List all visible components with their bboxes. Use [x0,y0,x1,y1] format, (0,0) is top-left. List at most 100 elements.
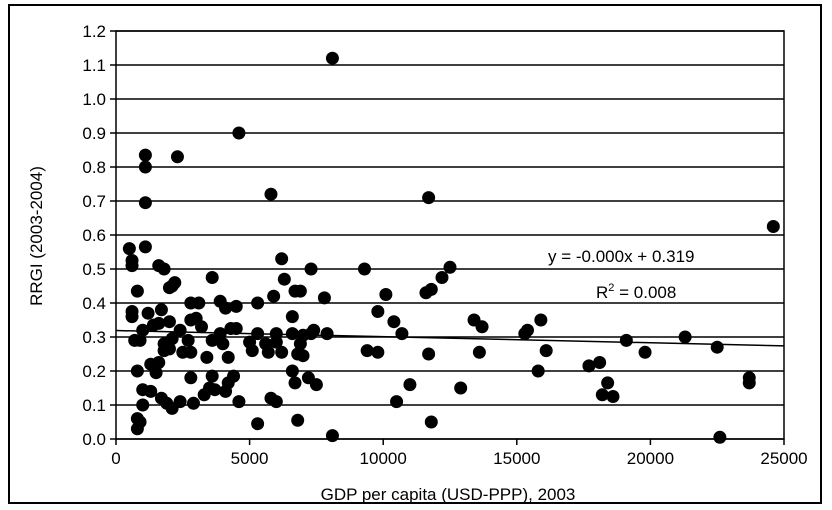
x-axis-title: GDP per capita (USD-PPP), 2003 [321,485,576,504]
trend-equation: y = -0.000x + 0.319 [548,247,695,266]
x-tick-label-3: 15000 [493,449,540,468]
data-point [288,376,302,390]
data-point [219,301,233,315]
data-point [371,345,385,359]
data-point [157,262,171,276]
data-point [307,323,321,337]
data-point [309,378,323,392]
data-point [186,396,200,410]
data-point [371,305,385,318]
y-axis-ticks: 0.0 0.1 0.2 0.3 0.4 0.5 0.6 0.7 0.8 0.9 1.0 1.1 1.2 [82,22,116,449]
data-point [619,333,633,347]
y-tick-label-6: 0.6 [82,226,106,245]
data-point [534,313,548,327]
data-point [251,296,265,310]
data-point [443,260,457,274]
data-point [205,271,219,284]
data-point [232,126,246,140]
r-squared-value: = 0.008 [614,283,676,302]
data-point [227,369,241,383]
data-point [424,282,438,296]
data-point [144,384,158,398]
data-point [360,344,374,358]
data-point [291,413,305,427]
data-point [138,240,152,254]
data-point [136,398,150,412]
y-tick-label-3: 0.3 [82,328,106,347]
data-point [293,284,307,298]
data-point [520,323,534,337]
data-point [277,272,291,286]
data-point [162,342,176,356]
x-tick-label-1: 5000 [231,449,269,468]
data-point [390,395,404,409]
y-tick-label-5: 0.5 [82,260,106,279]
x-axis-ticks: 0 5000 10000 15000 20000 25000 [111,439,808,468]
data-point [766,220,780,233]
data-point [205,369,219,383]
data-point [320,327,334,341]
y-tick-label-1: 0.1 [82,396,106,415]
y-tick-label-9: 0.9 [82,124,106,143]
data-point [710,340,724,354]
y-axis-title: RRGI (2003-2004) [27,166,46,306]
data-point [251,417,265,431]
data-point [387,315,401,329]
data-point [317,291,331,305]
data-point [296,349,310,363]
data-point [141,306,155,320]
data-point [285,310,299,324]
y-tick-label-11: 1.1 [82,56,106,75]
data-point [221,350,235,364]
data-point [285,327,299,341]
data-point [593,356,607,369]
r-squared-r: R [596,283,608,302]
data-point [162,315,176,329]
data-point [170,150,184,164]
y-tick-label-8: 0.8 [82,158,106,177]
data-point [325,429,339,443]
data-point [154,303,168,317]
x-tick-label-5: 25000 [760,449,807,468]
data-point [138,148,152,162]
data-point [285,364,299,378]
data-point [192,296,206,310]
trendline [115,329,785,347]
data-point [606,390,620,403]
data-point [304,262,318,276]
data-point [130,284,144,298]
data-point [403,378,417,392]
data-point [133,415,147,429]
data-point [395,327,409,341]
data-point [582,359,596,373]
data-point [424,415,438,429]
data-point [267,289,281,303]
data-point [122,242,136,256]
data-point [149,366,163,380]
data-point [133,333,147,347]
data-point [531,364,545,378]
data-point [173,323,187,337]
data-point [638,345,652,359]
data-point [357,262,371,276]
data-point [269,335,283,349]
data-point [269,395,283,409]
data-point [713,430,727,444]
data-point [264,187,278,201]
data-point [435,271,449,284]
y-tick-label-4: 0.4 [82,294,106,313]
data-point [595,388,609,402]
data-point [184,345,198,359]
r-squared-superscript: 2 [608,282,614,294]
data-point [138,196,152,210]
data-point [261,345,275,359]
data-point [539,344,553,358]
data-point [454,381,468,395]
data-point [125,259,139,273]
data-point [475,320,489,334]
data-point [472,345,486,359]
data-point [208,383,222,397]
data-point [325,51,339,65]
data-point [184,371,198,385]
